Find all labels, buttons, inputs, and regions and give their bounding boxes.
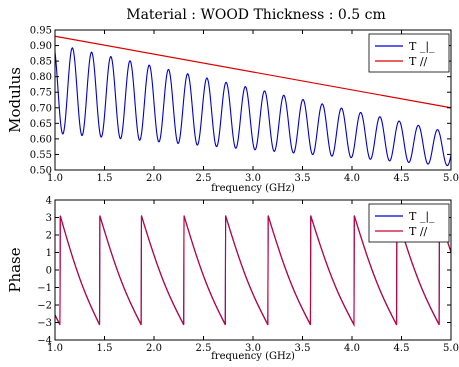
x-tick-label: 4.0 <box>344 343 360 354</box>
y-tick-label: 0.70 <box>30 103 52 114</box>
y-tick-label: 0.75 <box>30 88 52 99</box>
x-tick-label: 3.0 <box>245 343 261 354</box>
x-tick-label: 2.5 <box>196 173 212 184</box>
modulus-plot: 1.0 1.5 2.0 2.5 3.0 3.5 4.0 4.5 5.0 0.50 0.55 0.60 0… <box>6 26 459 195</box>
y-tick-label: 1 <box>46 248 52 259</box>
y-tick-label: 0.50 <box>30 166 52 177</box>
x-tick-label: 1.0 <box>47 173 63 184</box>
phase-legend: T _|_T // <box>368 203 450 243</box>
x-tick-label: 4.0 <box>344 173 360 184</box>
y-tick-label: −1 <box>37 283 52 294</box>
x-tick-label: 1.5 <box>97 343 113 354</box>
y-tick-label: 0.55 <box>30 150 52 161</box>
y-tick-label: 0.80 <box>30 72 52 83</box>
phase-plot-series <box>54 215 452 328</box>
x-tick-label: 1.0 <box>47 343 63 354</box>
x-tick-label: 4.5 <box>394 173 410 184</box>
series-line-t-parallel <box>54 35 452 109</box>
modulus-plot-series <box>54 35 452 167</box>
y-tick-label: 0 <box>46 266 52 277</box>
x-tick-label: 1.5 <box>97 173 113 184</box>
legend-label: T // <box>409 225 428 238</box>
modulus-legend: T _|_T // <box>368 33 450 73</box>
x-tick-label: 5.0 <box>443 173 459 184</box>
phase-xlabel: frequency (GHz) <box>211 351 295 362</box>
phase-plot: 1.0 1.5 2.0 2.5 3.0 3.5 4.0 4.5 5.0 −4 −3 −2 −1 0 1 2 3 4… <box>6 196 459 363</box>
series-line-t-parallel <box>54 215 452 328</box>
y-tick-label: 4 <box>46 196 52 207</box>
x-tick-label: 5.0 <box>443 343 459 354</box>
modulus-ylabel: Modulus <box>6 67 24 133</box>
y-tick-label: −3 <box>37 318 52 329</box>
y-tick-label: 0.85 <box>30 57 52 68</box>
series-line-t-perp <box>54 47 452 167</box>
modulus-xlabel: frequency (GHz) <box>211 183 295 194</box>
x-tick-label: 3.5 <box>295 343 311 354</box>
legend-label: T _|_ <box>409 210 435 224</box>
phase-ylabel: Phase <box>6 247 24 292</box>
chart-title: Material : WOOD Thickness : 0.5 cm <box>126 7 386 23</box>
y-tick-label: 3 <box>46 213 52 224</box>
y-tick-label: 0.65 <box>30 119 52 130</box>
x-tick-label: 3.0 <box>245 173 261 184</box>
y-tick-label: 0.95 <box>30 26 52 37</box>
y-tick-label: 2 <box>46 231 52 242</box>
legend-label: T _|_ <box>409 40 435 54</box>
y-tick-label: 0.60 <box>30 134 52 145</box>
y-tick-label: −4 <box>37 336 52 347</box>
legend-box <box>368 203 450 243</box>
x-tick-label: 2.0 <box>146 173 162 184</box>
y-tick-label: −2 <box>37 301 52 312</box>
legend-box <box>368 33 450 73</box>
legend-label: T // <box>409 55 428 68</box>
y-tick-label: 0.90 <box>30 41 52 52</box>
phase-plot-ticks: 1.0 1.5 2.0 2.5 3.0 3.5 4.0 4.5 5.0 −4 −3 −2 −1 0 1 2 3 4 <box>37 196 459 355</box>
x-tick-label: 3.5 <box>295 173 311 184</box>
x-tick-label: 4.5 <box>394 343 410 354</box>
x-tick-label: 2.0 <box>146 343 162 354</box>
x-tick-label: 2.5 <box>196 343 212 354</box>
modulus-plot-ticks: 1.0 1.5 2.0 2.5 3.0 3.5 4.0 4.5 5.0 0.50 0.55 0.60 0… <box>30 26 459 185</box>
